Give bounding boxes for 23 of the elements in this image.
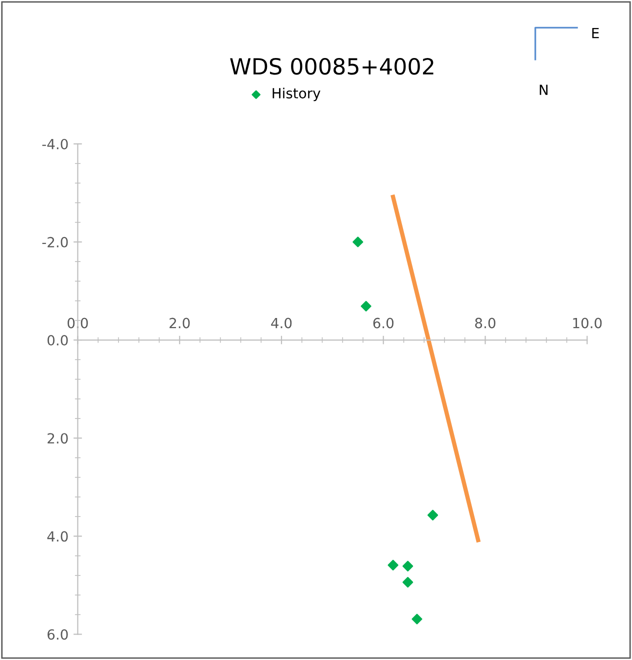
x-tick-label: 0.0 [68,318,88,328]
y-tick-label: 6.0 [48,629,68,640]
chart-title: WDS 00085+4002 [230,58,434,75]
point [402,576,414,588]
legend-label: History [272,88,320,102]
point [388,560,398,570]
x-tick-label: 10.0 [573,318,602,328]
x-tick-label: 4.0 [271,318,292,328]
x-tick-label: 2.0 [170,318,190,328]
x-tick-label: 6.0 [373,318,394,328]
y-tick-label: 2.0 [48,433,68,444]
point [402,560,414,572]
y-tick-label: -2.0 [42,236,68,248]
point [360,300,372,312]
point [352,236,364,248]
text: N [540,84,548,95]
y-tick-label: -4.0 [42,138,68,150]
text: E [592,28,599,38]
y-tick-label: 4.0 [47,531,68,542]
y-tick-label: 0.0 [48,335,68,346]
point [427,510,438,520]
x-tick-label: 8.0 [475,318,496,328]
point [412,614,422,624]
